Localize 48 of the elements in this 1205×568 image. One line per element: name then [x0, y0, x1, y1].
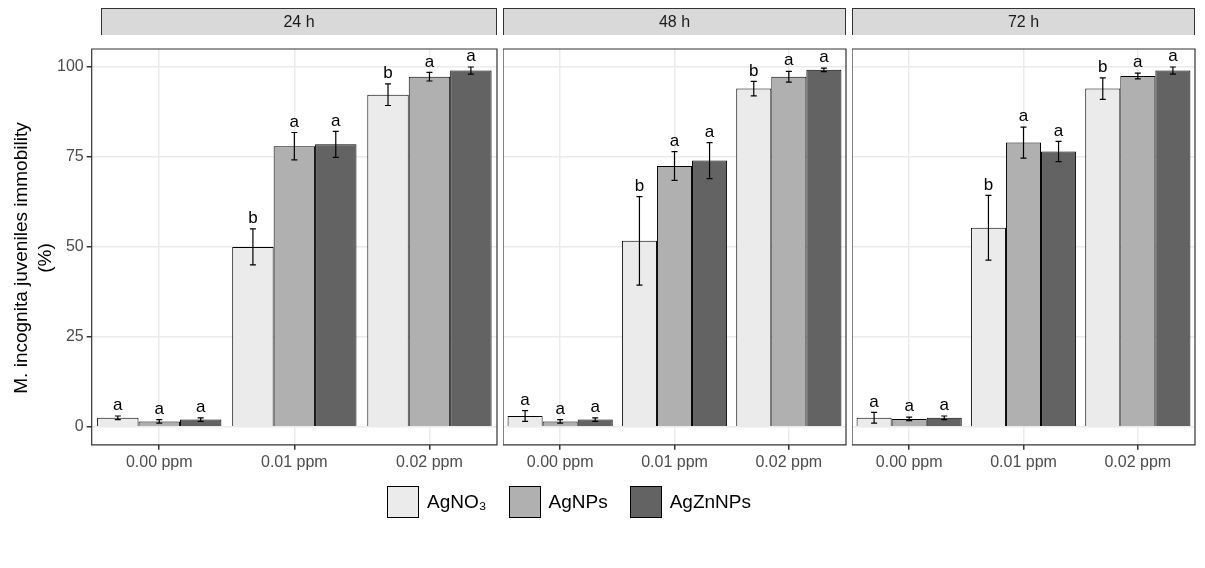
legend-label: AgZnNPs — [669, 491, 751, 513]
data-label: a — [520, 389, 531, 409]
y-tick-label: 100 — [56, 57, 84, 75]
data-label: a — [1133, 52, 1144, 72]
data-label: a — [195, 397, 206, 416]
data-label: a — [669, 130, 680, 150]
chart-title: 48 h — [503, 8, 846, 35]
data-label: b — [749, 60, 759, 80]
y-tick-label: 50 — [65, 237, 84, 255]
data-label: a — [1168, 46, 1179, 66]
x-tick-label: 0.02 ppm — [1104, 452, 1172, 470]
chart-title: 72 h — [852, 8, 1195, 35]
data-label: b — [383, 63, 393, 83]
data-label: a — [939, 395, 950, 415]
data-label: a — [590, 397, 601, 416]
chart-title: 24 h — [101, 8, 497, 35]
y-tick-label: 0 — [74, 417, 84, 435]
data-label: a — [869, 391, 880, 411]
data-label: a — [154, 398, 165, 418]
legend-label: AgNPs — [548, 491, 608, 513]
data-label: b — [983, 174, 994, 194]
x-tick-label: 0.01 ppm — [641, 452, 708, 470]
y-tick-label: 75 — [65, 147, 84, 165]
x-tick-label: 0.02 ppm — [755, 452, 823, 470]
y-axis-title: M. incognita juveniles immobility (%) — [9, 121, 56, 396]
data-label: a — [1053, 120, 1064, 140]
x-tick-label: 0.01 ppm — [990, 452, 1057, 470]
data-label: a — [289, 111, 300, 131]
data-label: a — [819, 47, 830, 67]
data-label: b — [634, 175, 645, 195]
x-tick-label: 0.00 ppm — [526, 452, 594, 470]
data-label: a — [704, 121, 715, 141]
x-tick-label: 0.00 ppm — [125, 452, 193, 470]
data-label: b — [1098, 56, 1108, 76]
data-label: a — [555, 398, 566, 418]
x-tick-label: 0.01 ppm — [260, 452, 328, 470]
data-label: a — [904, 396, 915, 416]
data-label: a — [424, 51, 435, 71]
x-tick-label: 0.02 ppm — [396, 452, 463, 470]
data-label: a — [331, 110, 342, 130]
legend-label: AgNO₃ — [427, 491, 487, 513]
data-label: b — [248, 208, 258, 228]
data-label: a — [1018, 106, 1029, 126]
data-label: a — [784, 50, 795, 70]
data-label: a — [466, 46, 477, 66]
y-tick-label: 25 — [65, 327, 84, 345]
x-tick-label: 0.00 ppm — [875, 452, 943, 470]
data-label: a — [113, 395, 124, 415]
